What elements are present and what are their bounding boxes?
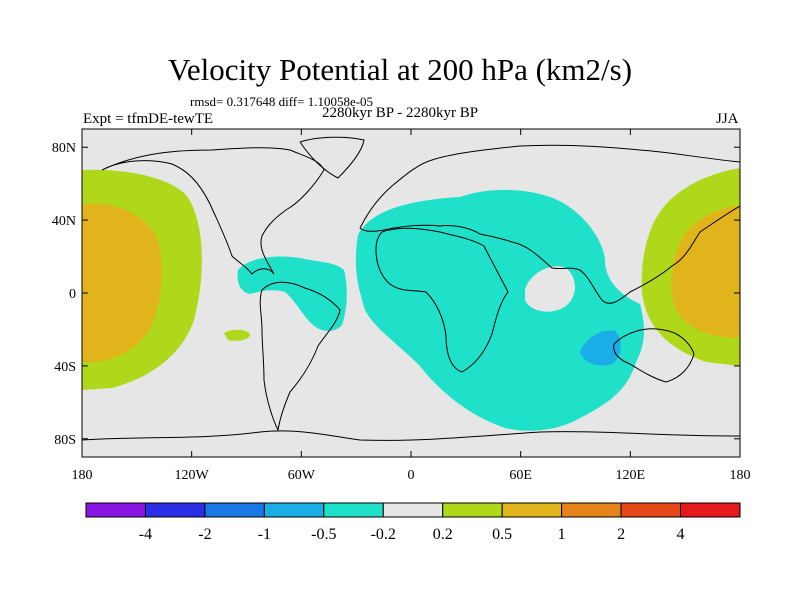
contour-negative-main: [355, 189, 644, 431]
colorbar-swatch: [501, 502, 563, 518]
contour-negative-strong: [580, 330, 621, 366]
coast-south-america: [259, 281, 341, 432]
coast-eurasia: [359, 144, 740, 304]
season-label: JJA: [716, 111, 739, 127]
colorbar-swatch: [85, 502, 146, 518]
lat-tick-label: 40S: [54, 360, 76, 375]
lat-tick-label: 40N: [52, 214, 76, 229]
colorbar-label: 0.2: [433, 526, 453, 543]
colorbar-label: -0.2: [371, 526, 396, 543]
colorbar-label: -2: [198, 526, 211, 543]
lat-tick-label: 0: [69, 287, 76, 302]
colorbar-swatch: [680, 502, 741, 518]
coast-north-america: [101, 147, 325, 275]
lon-tick-label: 60W: [288, 468, 316, 483]
lon-tick-label: 120E: [616, 468, 646, 483]
colorbar-label: 1: [558, 526, 566, 543]
coast-australia: [613, 328, 695, 383]
contour-positive-spot: [224, 329, 250, 341]
colorbar-swatch: [382, 502, 444, 518]
colorbar-swatch: [144, 502, 206, 518]
lat-tick-label: 80N: [52, 141, 76, 156]
colorbar-swatch: [561, 502, 622, 518]
contour-positive-west-inner: [82, 203, 162, 362]
map-title: Velocity Potential at 200 hPa (km2/s): [167, 52, 633, 87]
axis-ticks: 80N 40N 0 40S 80S 180 120W 60W 0 60E 120E 180: [52, 129, 751, 483]
coastlines: [82, 136, 740, 441]
lon-tick-label: 180: [730, 468, 751, 483]
experiment-label: Expt = tfmDE-tewTE: [83, 111, 214, 127]
lat-tick-label: 80S: [54, 433, 76, 448]
colorbar-label: 0.5: [492, 526, 512, 543]
lon-tick-label: 180: [72, 468, 93, 483]
colorbar-swatch: [620, 502, 682, 518]
contour-fields: [82, 168, 740, 431]
lon-tick-label: 120W: [175, 468, 210, 483]
colorbar-swatch: [323, 502, 384, 518]
coast-greenland: [299, 136, 365, 179]
contour-positive-east-inner: [671, 205, 740, 338]
contour-negative-west: [237, 256, 347, 331]
stats-text: rmsd= 0.317648 diff= 1.10058e-05: [190, 94, 374, 109]
colorbar-swatch: [263, 502, 325, 518]
colorbar-label: -1: [258, 526, 271, 543]
colorbar-label: -4: [139, 526, 152, 543]
colorbar-label: -0.5: [311, 526, 336, 543]
coast-africa: [375, 227, 509, 373]
colorbar-swatch: [204, 502, 265, 518]
lon-tick-label: 60E: [509, 468, 532, 483]
colorbar: -4 -2 -1 -0.5 -0.2 0.2 0.5 1 2 4: [85, 502, 741, 543]
colorbar-swatch: [442, 502, 503, 518]
lon-tick-label: 0: [408, 468, 415, 483]
coast-antarctica: [82, 430, 740, 441]
colorbar-label: 4: [677, 526, 685, 543]
period-label: 2280kyr BP - 2280kyr BP: [322, 105, 479, 121]
colorbar-label: 2: [617, 526, 625, 543]
